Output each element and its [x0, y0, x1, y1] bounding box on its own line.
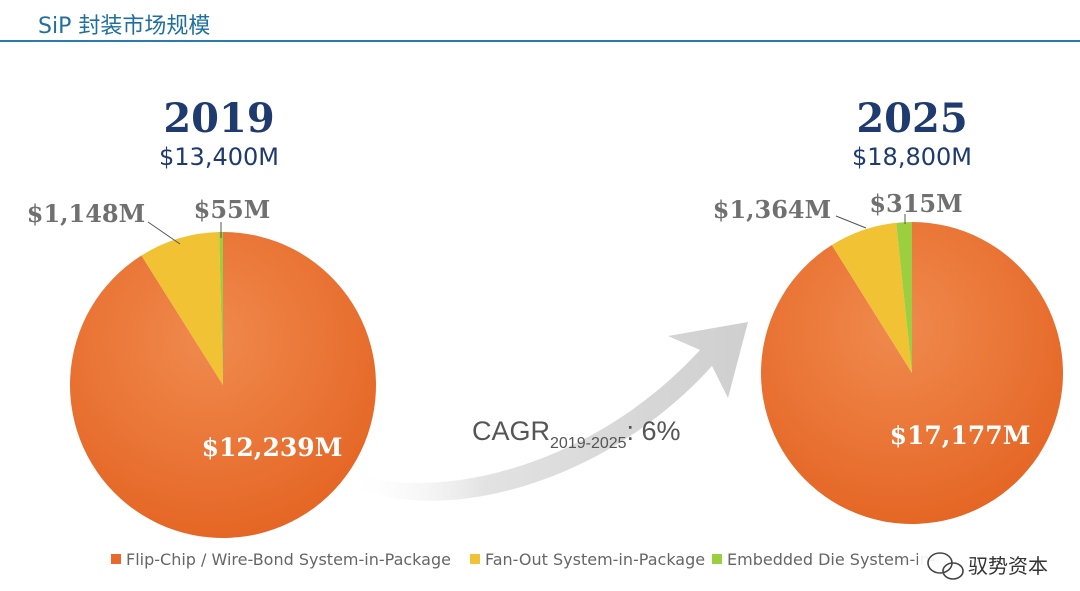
leader-line-2019-fanout [147, 221, 181, 245]
cagr-prefix: CAGR [472, 416, 550, 446]
cagr-subscript: 2019-2025 [550, 435, 627, 452]
page-title: SiP 封装市场规模 [38, 14, 211, 39]
legend-swatch-embedded [712, 554, 722, 564]
pie-slice-2025-fanout [831, 222, 912, 373]
label-2025-fanout: $1,364M [713, 195, 831, 224]
label-2019-flipchip: $12,239M [202, 433, 343, 462]
year-2025-title: 2025 [856, 95, 967, 142]
leader-line-2025-fanout [835, 215, 867, 229]
growth-arrow [345, 322, 748, 501]
title-divider [0, 40, 1080, 42]
legend-label-embedded: Embedded Die System-in- [727, 550, 936, 569]
label-2019-embedded: $55M [194, 195, 271, 224]
label-2025-embedded: $315M [869, 189, 962, 218]
legend-swatch-flipchip [111, 554, 121, 564]
pie-2025 [761, 222, 1063, 524]
year-2025-total: $18,800M [852, 143, 972, 171]
legend-label-fanout: Fan-Out System-in-Package [485, 550, 705, 569]
label-2019-fanout: $1,148M [27, 199, 145, 228]
year-2019-total: $13,400M [159, 143, 279, 171]
pie-2019 [69, 232, 377, 538]
legend-label-flipchip: Flip-Chip / Wire-Bond System-in-Package [126, 550, 451, 569]
legend-swatch-fanout [470, 554, 480, 564]
cagr-label: CAGR2019-2025: 6% [472, 416, 681, 452]
pie-slice-2019-embedded [219, 232, 223, 385]
wechat-icon [927, 552, 964, 580]
year-2019-title: 2019 [163, 95, 274, 142]
label-2025-flipchip: $17,177M [890, 421, 1031, 450]
pie-slice-2019-fanout [141, 232, 223, 385]
pie-slice-2025-embedded [896, 222, 912, 373]
watermark-text: 驭势资本 [968, 554, 1048, 578]
cagr-value: : 6% [627, 416, 681, 446]
